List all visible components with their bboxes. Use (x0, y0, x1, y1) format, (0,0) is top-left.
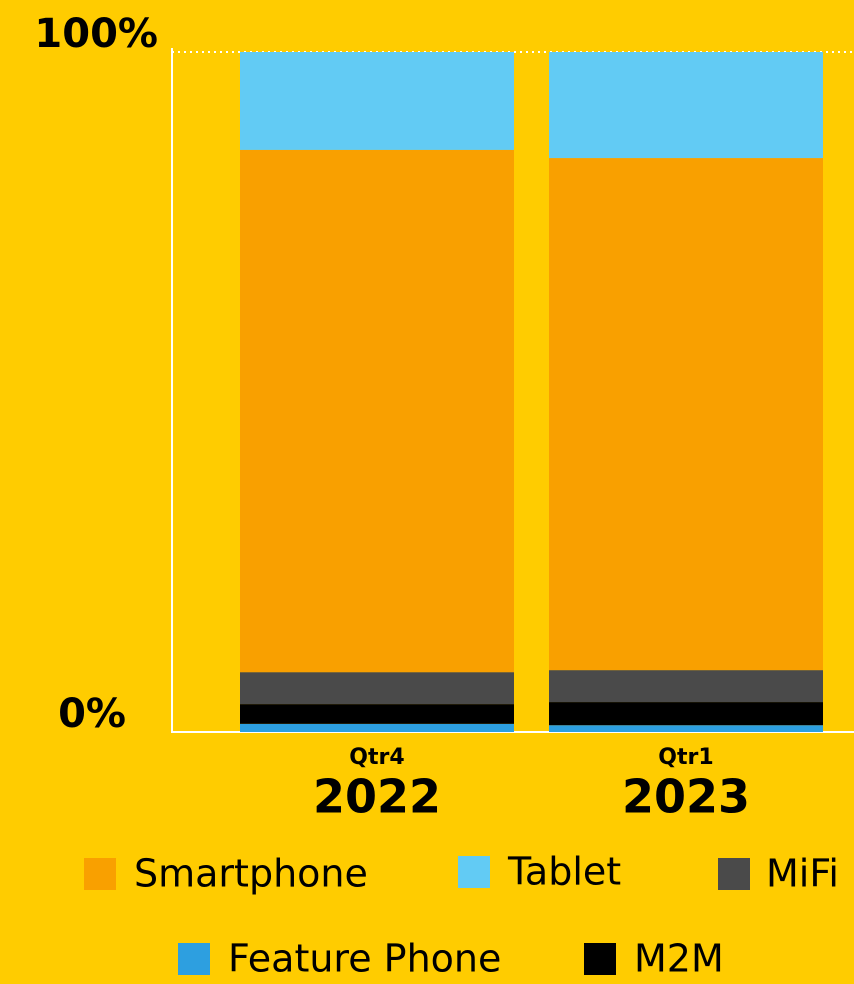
legend-swatch (84, 858, 116, 890)
y-tick-label: 100% (34, 11, 158, 57)
legend-label: Feature Phone (228, 937, 501, 981)
bar-segment (549, 725, 823, 732)
legend-swatch (584, 943, 616, 975)
bar-segment (240, 723, 514, 732)
legend-label: Smartphone (134, 852, 368, 896)
bar-segment (549, 670, 823, 703)
legend-label: MiFi (766, 852, 839, 896)
legend-swatch (178, 943, 210, 975)
y-tick-label: 0% (58, 691, 126, 737)
bar-segment (240, 704, 514, 724)
bar-segment (240, 149, 514, 673)
x-tick-year: 2023 (622, 770, 750, 824)
x-tick-year: 2022 (313, 770, 441, 824)
bar-segment (240, 52, 514, 150)
bar-segment (549, 702, 823, 726)
legend-label: Tablet (507, 850, 621, 894)
bar-segment (549, 158, 823, 671)
bar-segment (549, 52, 823, 159)
bar-segment (240, 672, 514, 705)
x-tick-quarter: Qtr1 (658, 745, 713, 770)
legend-label: M2M (634, 937, 724, 981)
legend-swatch (718, 858, 750, 890)
legend-swatch (458, 856, 490, 888)
x-tick-quarter: Qtr4 (349, 745, 404, 770)
